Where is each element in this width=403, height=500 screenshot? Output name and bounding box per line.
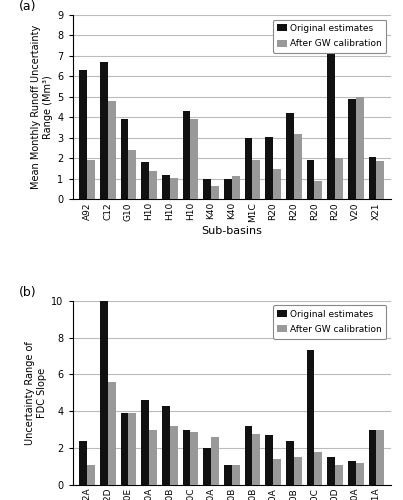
Bar [369,430,376,485]
Bar [170,426,178,485]
Bar [286,114,294,200]
Bar [141,162,149,200]
Bar [356,97,364,200]
Bar [120,413,129,485]
Bar [170,178,178,200]
Bar [183,112,190,200]
Bar [232,176,239,200]
Bar [294,134,301,200]
Y-axis label: Mean Monthly Runoff Uncertainty
Range (Mm³): Mean Monthly Runoff Uncertainty Range (M… [31,25,53,190]
Bar [252,434,260,485]
Bar [265,435,273,485]
Bar [162,406,170,485]
Legend: Original estimates, After GW calibration: Original estimates, After GW calibration [273,20,386,53]
Bar [376,162,384,200]
Bar [149,430,157,485]
Bar [335,158,343,200]
Text: (a): (a) [19,0,36,13]
Bar [252,160,260,200]
Bar [273,459,281,485]
Bar [183,430,190,485]
Bar [286,441,294,485]
Bar [376,430,384,485]
Bar [294,458,301,485]
Bar [190,432,198,485]
Bar [108,101,116,200]
Bar [307,350,314,485]
Bar [203,179,211,200]
Bar [327,36,335,200]
Bar [314,452,322,485]
Bar [348,99,356,200]
Bar [149,170,157,200]
Bar [108,382,116,485]
Bar [87,160,95,200]
Text: (b): (b) [19,286,36,299]
Bar [79,70,87,200]
Bar [348,461,356,485]
Bar [120,120,129,200]
Bar [369,158,376,200]
Bar [87,464,95,485]
Bar [141,400,149,485]
Bar [211,186,219,200]
X-axis label: Sub-basins: Sub-basins [201,226,262,236]
Y-axis label: Uncertainty Range of
FDC Slope: Uncertainty Range of FDC Slope [25,341,47,444]
Bar [314,181,322,200]
Bar [356,463,364,485]
Bar [100,62,108,200]
Bar [129,413,136,485]
Bar [190,120,198,200]
Bar [335,464,343,485]
Bar [273,168,281,200]
Bar [203,448,211,485]
Bar [129,150,136,200]
Bar [307,160,314,200]
Bar [245,138,252,200]
Bar [265,137,273,200]
Bar [79,441,87,485]
Bar [327,458,335,485]
Bar [162,174,170,200]
Bar [224,179,232,200]
Bar [232,464,239,485]
Bar [245,426,252,485]
Bar [224,464,232,485]
Bar [211,437,219,485]
Legend: Original estimates, After GW calibration: Original estimates, After GW calibration [273,305,386,338]
Bar [100,300,108,485]
